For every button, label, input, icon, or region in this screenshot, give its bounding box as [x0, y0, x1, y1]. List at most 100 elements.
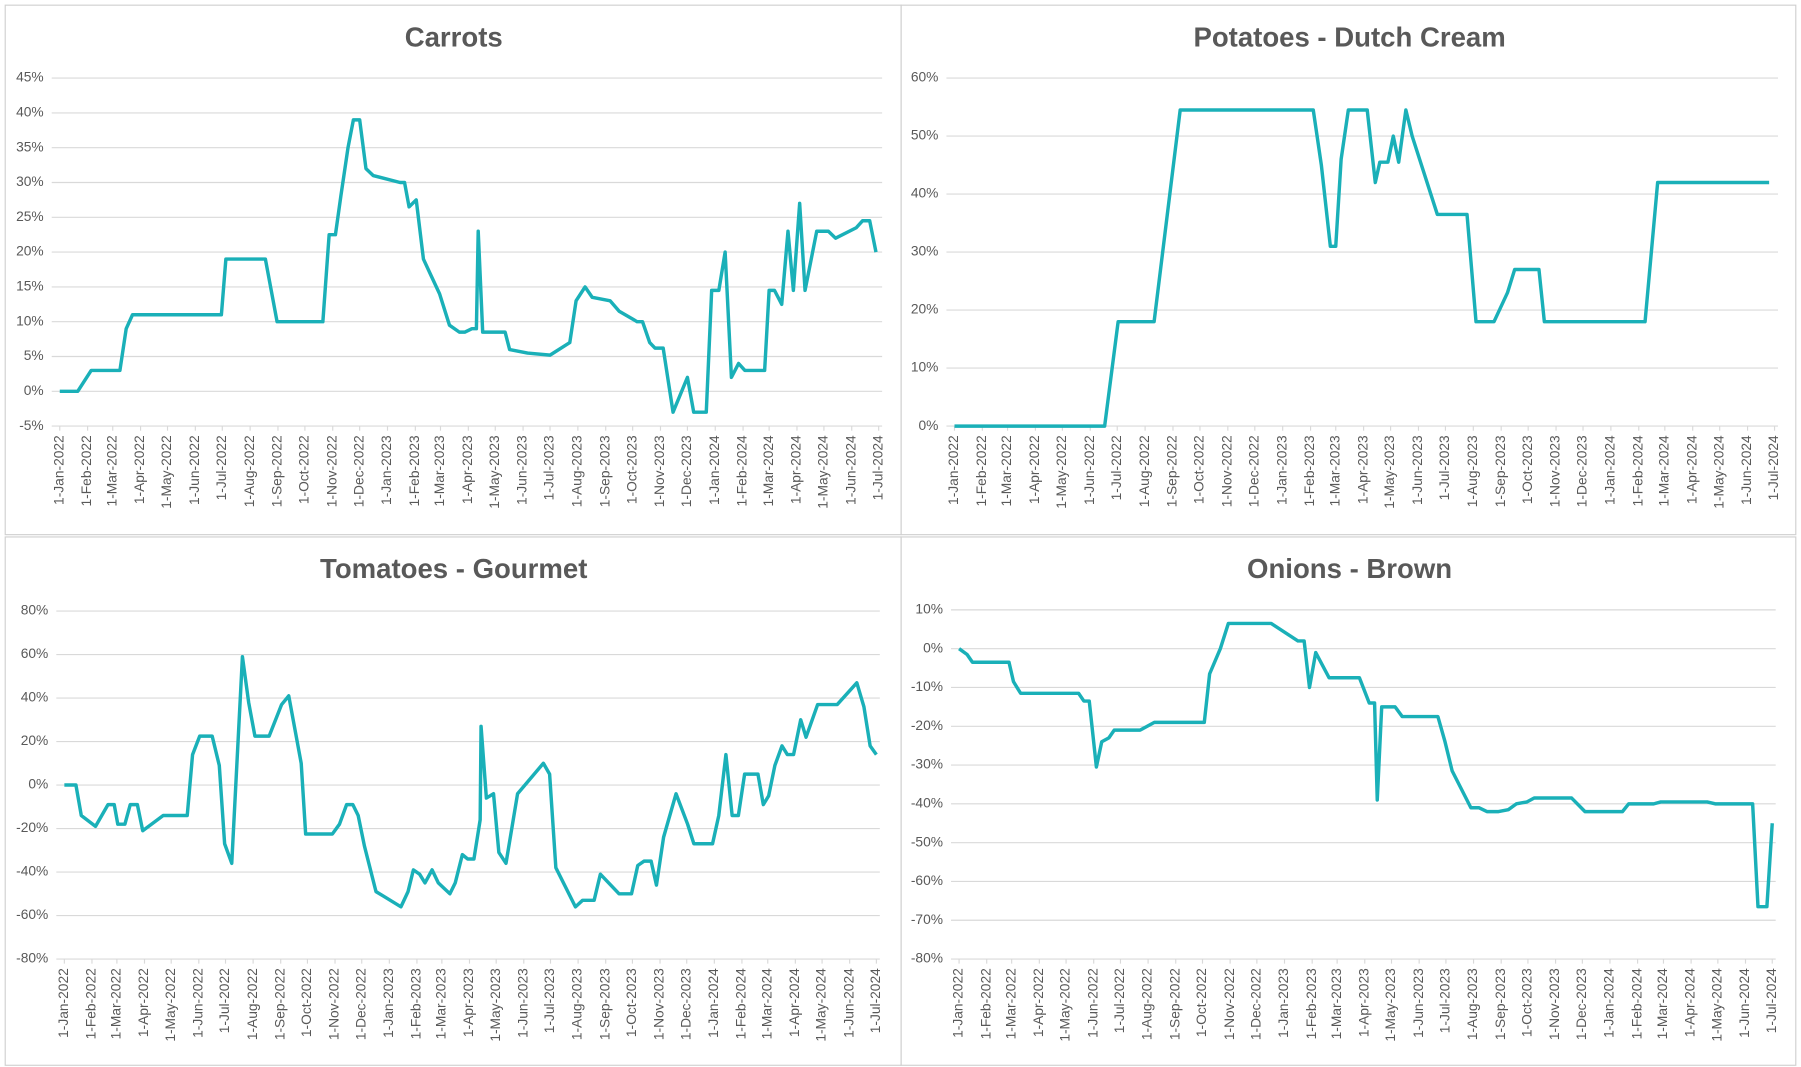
x-tick-label: 1-Feb-2024: [1630, 435, 1645, 507]
y-tick-label: 0%: [24, 383, 44, 398]
x-tick-label: 1-Jun-2022: [187, 435, 202, 505]
y-tick-label: 5%: [24, 348, 44, 363]
y-tick-label: -20%: [911, 718, 943, 733]
data-line: [954, 108, 1770, 428]
x-tick-label: 1-May-2024: [1709, 968, 1724, 1042]
x-tick-label: 1-Jan-2022: [51, 435, 66, 505]
x-tick-label: 1-Oct-2022: [1192, 435, 1207, 504]
x-tick-label: 1-May-2023: [1383, 968, 1398, 1042]
x-tick-label: 1-Jun-2024: [1737, 968, 1752, 1038]
y-tick-label: -20%: [16, 820, 48, 835]
x-tick-label: 1-Sep-2023: [597, 968, 612, 1040]
x-tick-label: 1-Jan-2022: [946, 435, 961, 505]
x-tick-label: 1-Mar-2022: [999, 435, 1014, 506]
x-tick-label: 1-Apr-2022: [132, 435, 147, 504]
y-tick-label: -60%: [16, 907, 48, 922]
x-tick-label: 1-Apr-2024: [1683, 968, 1698, 1037]
y-tick-label: 15%: [16, 279, 44, 294]
x-tick-label: 1-Oct-2023: [1520, 968, 1535, 1037]
data-line: [64, 654, 878, 909]
y-tick-label: 30%: [16, 174, 44, 189]
x-tick-label: 1-Mar-2023: [1329, 968, 1344, 1039]
x-tick-label: 1-Mar-2024: [1656, 435, 1671, 506]
x-tick-label: 1-Jan-2023: [381, 968, 396, 1038]
x-tick-label: 1-Dec-2022: [1249, 968, 1264, 1040]
x-tick-label: 1-Dec-2022: [351, 435, 366, 507]
x-tick-label: 1-Jul-2022: [217, 968, 232, 1033]
x-tick-label: 1-Jun-2023: [515, 435, 530, 505]
x-tick-label: 1-Mar-2023: [1327, 435, 1342, 506]
x-tick-label: 1-Feb-2024: [735, 435, 750, 507]
x-tick-label: 1-Mar-2022: [104, 435, 119, 506]
x-tick-label: 1-Apr-2023: [1355, 435, 1370, 504]
y-tick-label: 35%: [16, 139, 44, 154]
y-tick-label: 50%: [911, 128, 939, 143]
y-tick-label: -80%: [911, 951, 943, 966]
x-tick-label: 1-Jun-2022: [1082, 435, 1097, 505]
x-tick-label: 1-Jul-2023: [1437, 435, 1452, 500]
x-tick-label: 1-Jun-2024: [841, 968, 856, 1038]
x-tick-label: 1-Mar-2023: [434, 968, 449, 1039]
y-tick-label: 0%: [923, 640, 943, 655]
x-tick-label: 1-Sep-2023: [1493, 968, 1508, 1040]
x-tick-label: 1-Aug-2022: [1140, 968, 1155, 1040]
x-tick-label: 1-Feb-2024: [734, 968, 749, 1040]
x-tick-label: 1-Mar-2023: [432, 435, 447, 506]
x-tick-label: 1-Jun-2022: [190, 968, 205, 1038]
x-tick-label: 1-Apr-2022: [136, 968, 151, 1037]
y-tick-label: 40%: [911, 186, 939, 201]
x-tick-label: 1-Nov-2023: [1548, 435, 1563, 507]
x-tick-label: 1-Jun-2024: [1739, 435, 1754, 505]
x-tick-label: 1-Feb-2023: [1302, 435, 1317, 507]
y-tick-label: 60%: [21, 646, 49, 661]
x-tick-label: 1-May-2022: [159, 435, 174, 508]
x-tick-label: 1-Jun-2023: [515, 968, 530, 1038]
x-tick-label: 1-Feb-2022: [974, 435, 989, 506]
x-tick-label: 1-Feb-2024: [1629, 968, 1644, 1040]
x-tick-label: 1-May-2024: [816, 435, 831, 509]
x-tick-label: 1-Jun-2024: [843, 435, 858, 505]
x-tick-label: 1-Jan-2024: [1603, 435, 1618, 505]
y-tick-label: 10%: [16, 313, 44, 328]
data-line: [59, 118, 878, 414]
y-tick-label: 30%: [911, 244, 939, 259]
x-tick-label: 1-Jun-2023: [1410, 435, 1425, 505]
y-tick-label: -30%: [911, 757, 943, 772]
y-tick-label: -10%: [911, 679, 943, 694]
y-tick-label: 40%: [16, 105, 44, 120]
x-tick-label: 1-Apr-2022: [1027, 435, 1042, 504]
x-tick-label: 1-Nov-2023: [1547, 968, 1562, 1040]
x-tick-label: 1-Jul-2023: [542, 968, 557, 1033]
x-tick-label: 1-Jun-2022: [1085, 968, 1100, 1038]
x-tick-label: 1-Jul-2024: [1764, 968, 1779, 1033]
x-tick-label: 1-Aug-2022: [1137, 435, 1152, 507]
x-tick-label: 1-Dec-2023: [1574, 968, 1589, 1040]
y-tick-label: -80%: [16, 951, 48, 966]
x-tick-label: 1-Apr-2024: [1684, 435, 1699, 504]
y-tick-label: -40%: [911, 795, 943, 810]
x-tick-label: 1-Sep-2023: [597, 435, 612, 507]
x-tick-label: 1-Feb-2022: [84, 968, 99, 1039]
x-tick-label: 1-Jul-2022: [214, 435, 229, 500]
x-tick-label: 1-Dec-2023: [679, 435, 694, 507]
x-tick-label: 1-Oct-2022: [297, 435, 312, 504]
y-tick-label: -60%: [911, 873, 943, 888]
x-tick-label: 1-Dec-2022: [353, 968, 368, 1040]
x-tick-label: 1-Nov-2023: [652, 435, 667, 507]
x-tick-label: 1-Mar-2024: [1655, 968, 1670, 1039]
x-tick-label: 1-Apr-2022: [1031, 968, 1046, 1037]
x-tick-label: 1-Sep-2022: [272, 968, 287, 1040]
x-tick-label: 1-Nov-2022: [1219, 435, 1234, 507]
x-tick-label: 1-May-2022: [1058, 968, 1073, 1041]
y-tick-label: -5%: [19, 418, 43, 433]
y-tick-label: -70%: [911, 912, 943, 927]
y-tick-label: 10%: [911, 360, 939, 375]
x-tick-label: 1-Jul-2022: [1109, 435, 1124, 500]
x-tick-label: 1-Jan-2022: [56, 968, 71, 1038]
x-tick-label: 1-Sep-2022: [1167, 968, 1182, 1040]
x-tick-label: 1-Aug-2023: [570, 968, 585, 1040]
x-tick-label: 1-Jul-2024: [868, 968, 883, 1033]
x-tick-label: 1-Dec-2023: [1575, 435, 1590, 507]
